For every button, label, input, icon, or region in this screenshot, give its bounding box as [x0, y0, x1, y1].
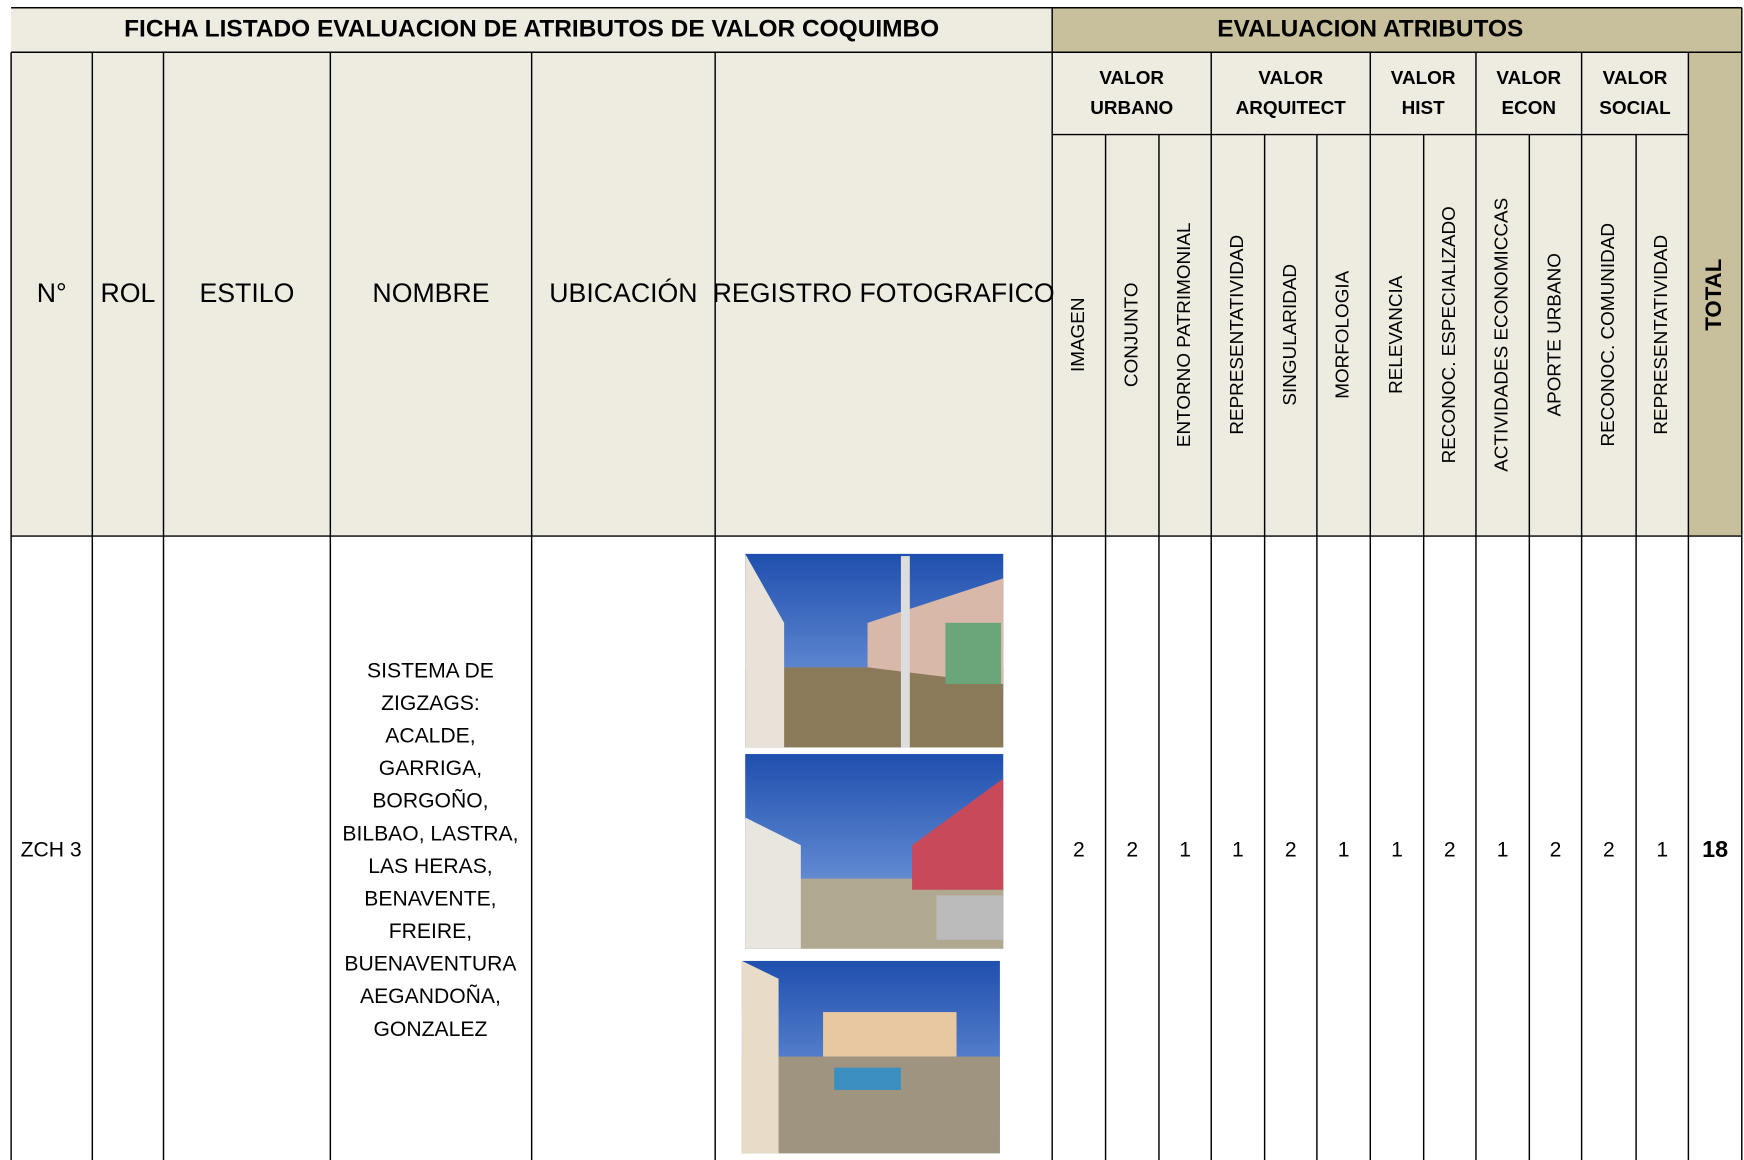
attribute-header: CONJUNTO	[1121, 282, 1142, 387]
score: 2	[1550, 838, 1562, 861]
column-header: ESTILO	[199, 278, 294, 308]
group-header: ARQUITECT	[1236, 98, 1347, 119]
group-header: VALOR	[1391, 68, 1456, 89]
attribute-header: SINGULARIDAD	[1280, 264, 1301, 406]
column-header: ROL	[100, 278, 155, 308]
attribute-header: REPRESENTATIVIDAD	[1651, 235, 1672, 435]
row-name: AEGANDOÑA,	[360, 984, 501, 1008]
attribute-header: RELEVANCIA	[1386, 275, 1407, 394]
attribute-header: RECONOC. ESPECIALIZADO	[1439, 206, 1460, 463]
attribute-header: REPRESENTATIVIDAD	[1227, 235, 1248, 435]
score: 1	[1391, 838, 1403, 861]
photo	[745, 553, 1004, 748]
attribute-header: APORTE URBANO	[1544, 253, 1565, 416]
total-header: TOTAL	[1701, 259, 1726, 331]
score: 2	[1073, 838, 1085, 861]
row-name: BILBAO, LASTRA,	[342, 822, 518, 845]
row-name: BENAVENTE,	[364, 887, 496, 910]
group-header: VALOR	[1496, 68, 1561, 89]
attribute-header: MORFOLOGIA	[1333, 270, 1354, 398]
score: 2	[1444, 838, 1456, 861]
photo	[741, 960, 1000, 1154]
score: 2	[1126, 838, 1138, 861]
row-name: GONZALEZ	[374, 1018, 488, 1041]
section-title: EVALUACION ATRIBUTOS	[1217, 15, 1523, 42]
group-header: VALOR	[1099, 68, 1164, 89]
score: 1	[1656, 838, 1668, 861]
section-background	[1052, 7, 1742, 53]
group-header: URBANO	[1090, 98, 1173, 119]
score: 1	[1497, 838, 1509, 861]
group-header: VALOR	[1258, 68, 1323, 89]
group-header: HIST	[1402, 98, 1445, 119]
group-header: SOCIAL	[1599, 98, 1670, 119]
row-name: BUENAVENTURA	[344, 953, 517, 976]
row-name: FREIRE,	[389, 920, 472, 943]
attribute-header: ACTIVIDADES ECONOMICCAS	[1492, 198, 1513, 472]
column-header: N°	[37, 278, 67, 308]
row-name: BORGOÑO,	[372, 789, 488, 813]
score: 2	[1603, 838, 1615, 861]
score: 1	[1179, 838, 1191, 861]
header-background	[11, 7, 1742, 537]
total-score: 18	[1702, 836, 1728, 862]
row-name: SISTEMA DE	[367, 659, 494, 682]
total-background	[1688, 52, 1742, 537]
column-header: NOMBRE	[372, 278, 489, 308]
group-header: VALOR	[1603, 68, 1668, 89]
attribute-header: IMAGEN	[1068, 298, 1089, 373]
attribute-header: ENTORNO PATRIMONIAL	[1174, 222, 1195, 447]
row-name: ACALDE,	[385, 725, 475, 748]
photo	[745, 754, 1004, 949]
row-name: LAS HERAS,	[368, 855, 492, 878]
row-id: ZCH 3	[21, 838, 82, 861]
score: 1	[1338, 838, 1350, 861]
attribute-header: RECONOC. COMUNIDAD	[1598, 223, 1619, 447]
column-header: UBICACIÓN	[549, 278, 697, 308]
sheet-title: FICHA LISTADO EVALUACION DE ATRIBUTOS DE…	[124, 15, 939, 42]
score: 1	[1232, 838, 1244, 861]
row-name: GARRIGA,	[379, 757, 482, 780]
group-header: ECON	[1501, 98, 1556, 119]
column-header: REGISTRO FOTOGRAFICO	[713, 278, 1055, 308]
score: 2	[1285, 838, 1297, 861]
row-name: ZIGZAGS:	[381, 692, 480, 715]
